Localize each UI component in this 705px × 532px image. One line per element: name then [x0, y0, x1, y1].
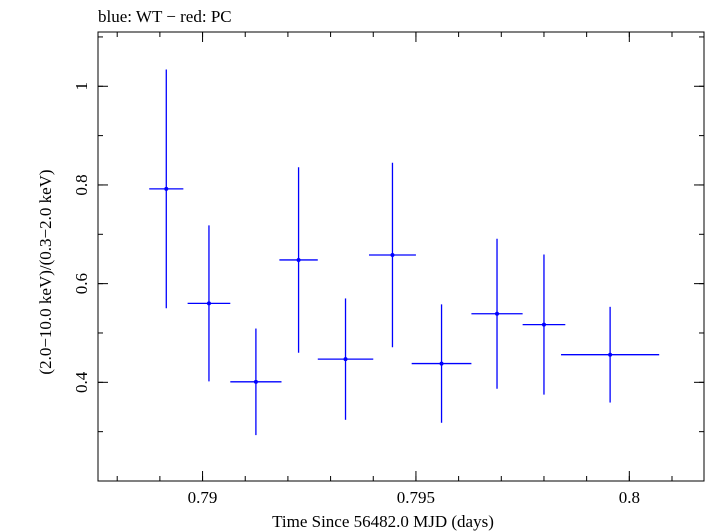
y-tick-label: 1	[72, 82, 91, 91]
point-marker	[253, 379, 258, 384]
data-point	[149, 69, 184, 309]
data-point	[230, 328, 282, 436]
data-points	[149, 69, 660, 436]
point-marker	[439, 361, 444, 366]
chart-title: blue: WT − red: PC	[98, 7, 232, 26]
point-marker	[495, 311, 500, 316]
point-marker	[206, 301, 211, 306]
axis-ticks	[98, 32, 704, 482]
y-tick-label: 0.4	[72, 371, 91, 393]
x-tick-label: 0.795	[397, 488, 435, 507]
point-marker	[608, 352, 613, 357]
y-axis-label: (2.0−10.0 keV)/(0.3−2.0 keV)	[36, 169, 55, 374]
data-point	[368, 162, 416, 348]
x-tick-label: 0.79	[188, 488, 218, 507]
data-point	[411, 304, 472, 423]
data-point	[471, 238, 523, 389]
point-marker	[164, 186, 169, 191]
data-point	[279, 167, 318, 353]
point-marker	[390, 253, 395, 258]
data-point	[187, 225, 231, 382]
point-marker	[541, 322, 546, 327]
x-tick-label: 0.8	[619, 488, 640, 507]
plot-frame	[97, 31, 705, 482]
point-marker	[296, 257, 301, 262]
point-marker	[343, 357, 348, 362]
data-point	[317, 298, 374, 420]
y-tick-label: 0.6	[72, 273, 91, 294]
data-point	[522, 254, 566, 395]
y-tick-label: 0.8	[72, 174, 91, 195]
data-point	[561, 306, 660, 403]
axis-tick-labels: 0.79 0.795 0.8 0.4 0.6 0.8 1	[72, 82, 640, 507]
x-axis-label: Time Since 56482.0 MJD (days)	[272, 512, 494, 531]
